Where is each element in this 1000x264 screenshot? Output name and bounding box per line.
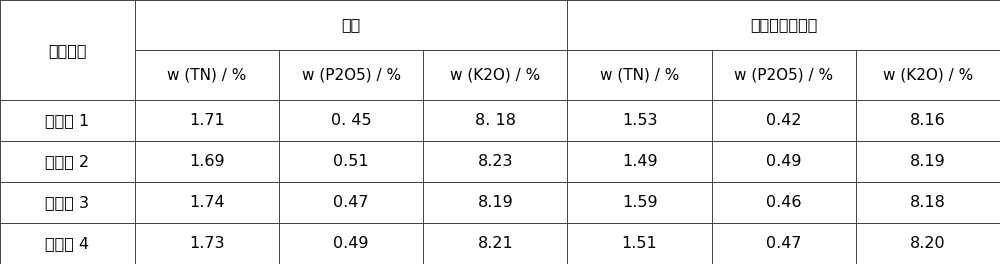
Text: 8.21: 8.21 [478,236,513,251]
Text: w (K2O) / %: w (K2O) / % [450,68,541,83]
Bar [712,50,856,100]
Bar [0,182,135,223]
Bar [423,182,567,223]
Bar [135,50,279,100]
Text: 取样时间: 取样时间 [48,43,87,58]
Bar [135,100,279,141]
Text: 实施例 1: 实施例 1 [45,113,90,128]
Text: 1.71: 1.71 [189,113,225,128]
Text: 建堆: 建堆 [342,18,361,32]
Bar [856,141,1000,182]
Bar [423,223,567,264]
Text: 8.19: 8.19 [910,154,946,169]
Bar [712,141,856,182]
Text: 8.16: 8.16 [910,113,946,128]
Text: 1.74: 1.74 [189,195,225,210]
Text: 1.51: 1.51 [622,236,657,251]
Bar [567,50,712,100]
Bar [423,100,567,141]
Bar [279,141,423,182]
Text: 0.46: 0.46 [766,195,801,210]
Text: w (K2O) / %: w (K2O) / % [883,68,973,83]
Bar [712,100,856,141]
Text: 1.59: 1.59 [622,195,657,210]
Bar [856,50,1000,100]
Text: 0.47: 0.47 [766,236,801,251]
Bar [567,182,712,223]
Text: 0.49: 0.49 [766,154,801,169]
Text: 1.69: 1.69 [189,154,225,169]
Bar [567,223,712,264]
Text: 0.42: 0.42 [766,113,801,128]
Text: 0.51: 0.51 [333,154,369,169]
Bar [0,0,135,100]
Text: 8.20: 8.20 [910,236,946,251]
Text: 1.73: 1.73 [189,236,225,251]
Text: w (P2O5) / %: w (P2O5) / % [302,68,401,83]
Text: 0.49: 0.49 [333,236,369,251]
Bar [856,182,1000,223]
Bar [423,141,567,182]
Bar [856,100,1000,141]
Bar [712,182,856,223]
Text: 0.47: 0.47 [333,195,369,210]
Text: 8.18: 8.18 [910,195,946,210]
Text: 实施例 2: 实施例 2 [45,154,90,169]
Bar [135,223,279,264]
Bar [135,182,279,223]
Bar [567,100,712,141]
Text: 实施例 4: 实施例 4 [45,236,90,251]
Bar [135,141,279,182]
Text: 堆肥完全腐熟后: 堆肥完全腐熟后 [750,18,817,32]
Text: 8.19: 8.19 [478,195,513,210]
Bar [712,223,856,264]
Text: 实施例 3: 实施例 3 [45,195,89,210]
Bar [279,223,423,264]
Text: 8.23: 8.23 [478,154,513,169]
Bar [0,141,135,182]
Text: 1.53: 1.53 [622,113,657,128]
Text: 1.49: 1.49 [622,154,657,169]
Bar [135,0,567,50]
Text: w (TN) / %: w (TN) / % [600,68,679,83]
Bar [0,100,135,141]
Bar [567,0,1000,50]
Bar [279,182,423,223]
Text: w (P2O5) / %: w (P2O5) / % [734,68,833,83]
Bar [279,50,423,100]
Bar [279,100,423,141]
Text: 0. 45: 0. 45 [331,113,372,128]
Bar [567,141,712,182]
Bar [423,50,567,100]
Text: 8. 18: 8. 18 [475,113,516,128]
Bar [0,223,135,264]
Bar [856,223,1000,264]
Text: w (TN) / %: w (TN) / % [167,68,247,83]
